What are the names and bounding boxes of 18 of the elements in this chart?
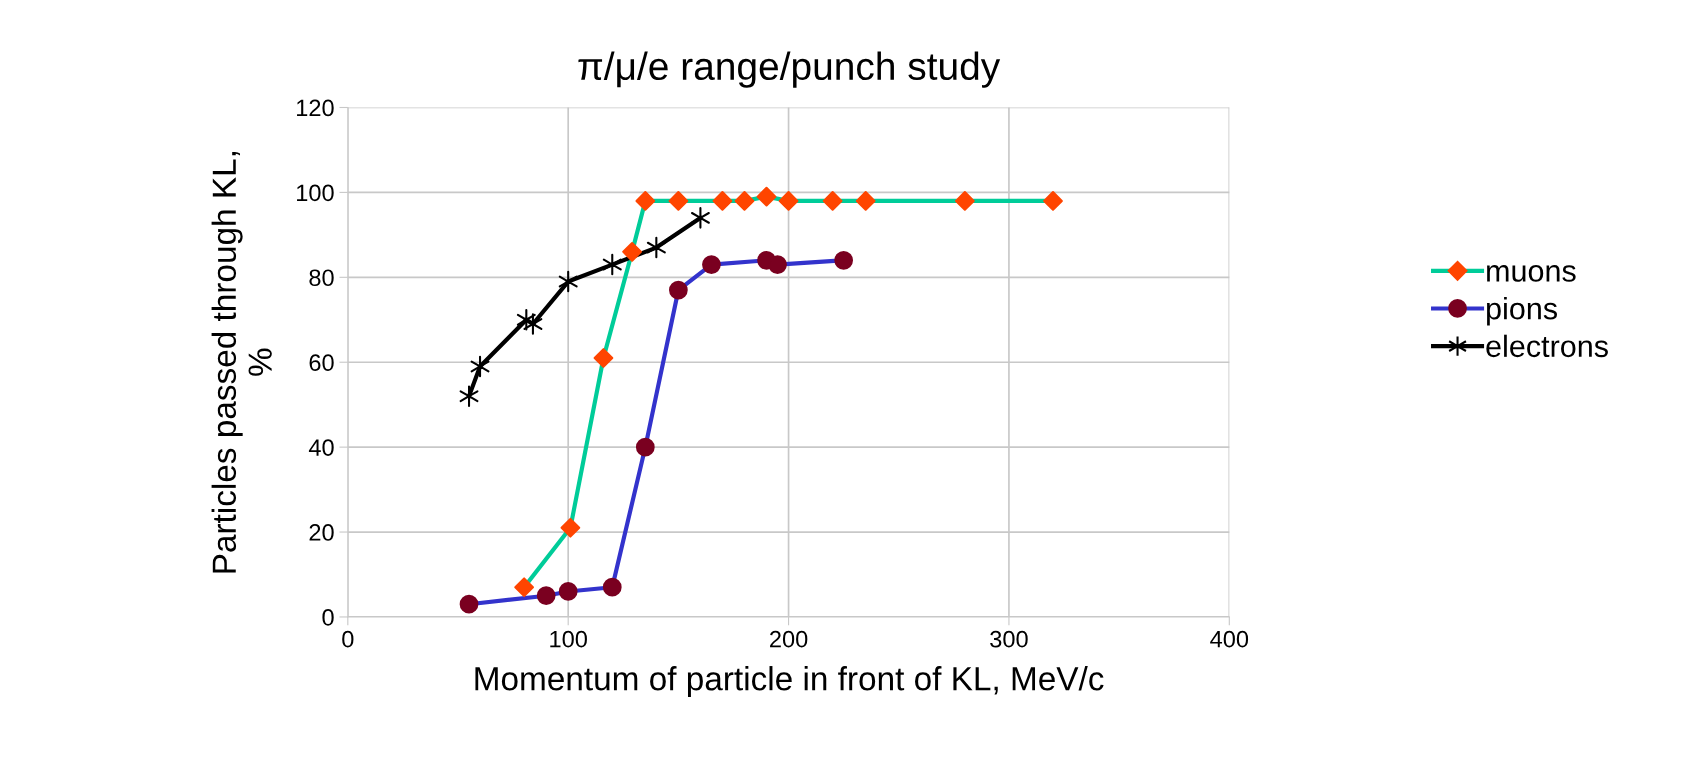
y-tick-label: 0 xyxy=(322,609,334,626)
x-tick-label: 200 xyxy=(770,630,808,648)
x-axis-title: Momentum of particle in front of KL, MeV/c xyxy=(475,666,1104,698)
y-tick-label: 60 xyxy=(309,354,334,372)
y-tick-label: 20 xyxy=(309,524,334,541)
legend-label: muons xyxy=(1487,265,1576,282)
x-tick-label: 300 xyxy=(990,630,1028,648)
y-tick-label: 100 xyxy=(297,184,334,202)
y-axis-title: Particles passed through KL, % xyxy=(211,152,272,573)
y-tick-label: 40 xyxy=(308,439,334,456)
x-tick-label: 400 xyxy=(1210,630,1249,648)
chart-title: π/μ/e range/punch study xyxy=(578,51,1001,88)
x-tick-label: 0 xyxy=(342,630,354,648)
legend-label: pions xyxy=(1487,297,1557,326)
legend-label: electrons xyxy=(1486,334,1608,358)
y-tick-label: 80 xyxy=(309,269,334,287)
x-tick-label: 100 xyxy=(550,630,587,648)
y-tick-label: 120 xyxy=(297,99,334,117)
